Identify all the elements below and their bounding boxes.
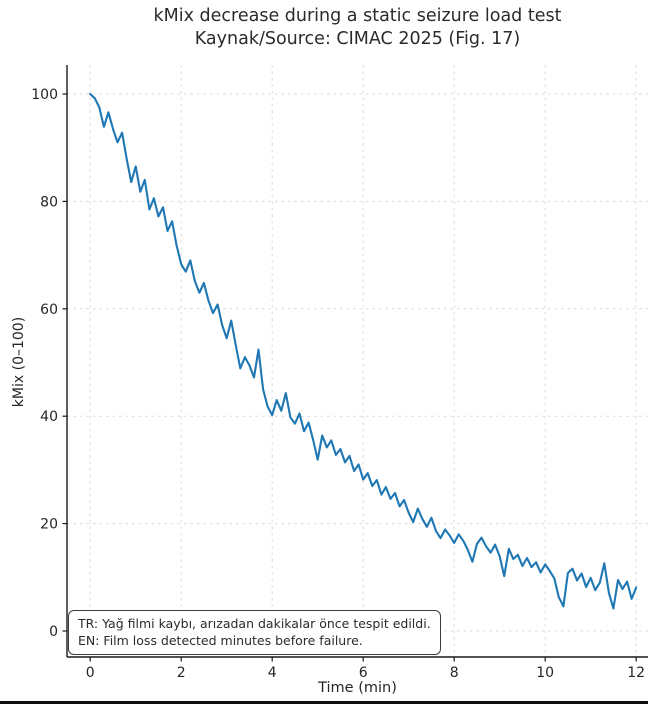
bottom-border-line [0,701,648,704]
x-axis-label: Time (min) [318,680,397,696]
annotation-box: TR: Yağ filmi kaybı, arızadan dakikalar … [68,610,441,655]
y-axis-label: kMix (0–100) [11,316,27,408]
x-tick-label: 8 [450,665,459,681]
y-tick-label: 20 [40,517,58,533]
x-tick-label: 10 [536,665,554,681]
y-tick-label: 100 [31,87,58,103]
x-tick-label: 6 [359,665,368,681]
x-tick-label: 2 [177,665,186,681]
y-tick-label: 60 [40,302,58,318]
annotation-line-tr: TR: Yağ filmi kaybı, arızadan dakikalar … [78,616,431,631]
title-block: kMix decrease during a static seizure lo… [67,5,648,51]
x-tick-label: 0 [86,665,95,681]
chart-subtitle: Kaynak/Source: CIMAC 2025 (Fig. 17) [194,29,521,50]
annotation-line-en: EN: Film loss detected minutes before fa… [78,633,363,649]
x-tick-label: 4 [268,665,277,681]
kmix-series-line [89,92,638,610]
y-tick-label: 80 [40,194,58,210]
y-tick-label: 0 [49,624,58,640]
y-tick-label: 40 [40,409,58,425]
chart-title: kMix decrease during a static seizure lo… [153,6,562,26]
x-tick-label: 12 [627,665,645,681]
